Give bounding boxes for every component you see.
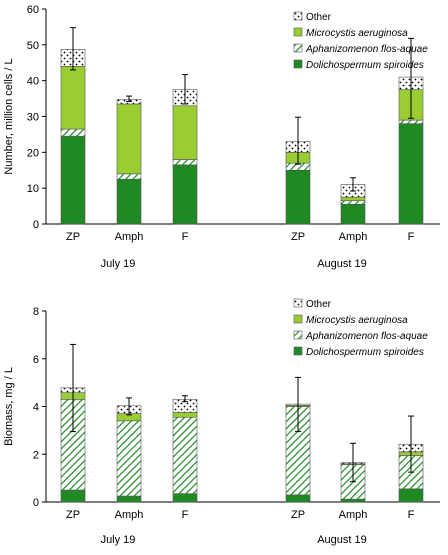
category-label: ZP [291, 231, 305, 243]
bar-segment-aphanizomenon-flos-aquae [172, 416, 198, 494]
chart-panel-2: 0 2 4 6 8 Biomass, mg / L ZP Amph F ZP Amph F July 1… [3, 298, 440, 546]
bar-segment-aphanizomenon-flos-aquae [116, 420, 142, 497]
bar-segment-dolichospermum-spiroides [116, 178, 142, 225]
bar-segment-aphanizomenon-flos-aquae [172, 159, 198, 166]
y-tick-label: 2 [33, 449, 39, 461]
y-tick-label: 4 [33, 402, 39, 414]
y-tick-label: 60 [27, 4, 39, 16]
legend-label: Dolichospermum spiroides [306, 347, 424, 358]
legend-label: Aphanizomenon flos-aquae [305, 331, 428, 342]
category-label: F [182, 231, 189, 243]
legend-label: Dolichospermum spiroides [306, 60, 424, 71]
bar-segment-microcystis-aeruginosa [172, 105, 198, 160]
bar-segment-dolichospermum-spiroides [60, 489, 86, 503]
bar-segment-dolichospermum-spiroides [285, 169, 311, 225]
bar-segment-dolichospermum-spiroides [285, 494, 311, 503]
group-label: August 19 [317, 258, 367, 270]
bar-segment-dolichospermum-spiroides [340, 498, 366, 503]
legend-swatch [293, 11, 303, 21]
y-tick-label: 10 [27, 183, 39, 195]
bar-segment-microcystis-aeruginosa [60, 66, 86, 130]
legend-swatch [293, 314, 303, 324]
category-label: Amph [115, 509, 144, 521]
y-tick-label: 0 [33, 219, 39, 231]
category-label: ZP [66, 231, 80, 243]
legend-swatch [293, 330, 303, 340]
legend-label: Microcystis aeruginosa [306, 28, 408, 39]
y-tick-label: 40 [27, 76, 39, 88]
bar-segment-dolichospermum-spiroides [398, 123, 424, 225]
y-axis-title: Number, million cells / L [3, 58, 15, 174]
y-axis-title: Biomass, mg / L [3, 367, 15, 446]
group-label: July 19 [101, 534, 136, 546]
bar-segment-microcystis-aeruginosa [116, 103, 142, 175]
category-label: Amph [339, 509, 368, 521]
category-label: F [408, 231, 415, 243]
legend-label: Other [306, 12, 332, 23]
bar-segment-aphanizomenon-flos-aquae [340, 200, 366, 205]
legend-swatch [293, 27, 303, 37]
bar-segment-dolichospermum-spiroides [172, 164, 198, 225]
legend-label: Aphanizomenon flos-aquae [305, 44, 428, 55]
bar-segment-aphanizomenon-flos-aquae [398, 119, 424, 124]
group-label: August 19 [317, 534, 367, 546]
bar-segment-microcystis-aeruginosa [172, 412, 198, 418]
category-label: F [182, 509, 189, 521]
category-label: Amph [115, 231, 144, 243]
category-label: ZP [291, 509, 305, 521]
legend-swatch [293, 59, 303, 69]
bar-segment-dolichospermum-spiroides [60, 135, 86, 225]
bar-segment-microcystis-aeruginosa [340, 196, 366, 202]
y-tick-label: 30 [27, 112, 39, 124]
legend-label: Other [306, 299, 332, 310]
chart-panel-1: 0 10 20 30 40 50 60 Number, million cells / L ZP… [3, 4, 440, 270]
y-tick-label: 50 [27, 40, 39, 52]
category-label: ZP [66, 509, 80, 521]
bar-segment-dolichospermum-spiroides [172, 493, 198, 503]
legend-swatch [293, 43, 303, 53]
bar-segment-dolichospermum-spiroides [398, 488, 424, 503]
y-tick-label: 6 [33, 354, 39, 366]
y-tick-label: 8 [33, 306, 39, 318]
category-label: F [408, 509, 415, 521]
bar-segment-aphanizomenon-flos-aquae [116, 173, 142, 180]
legend-label: Microcystis aeruginosa [306, 315, 408, 326]
legend-swatch [293, 298, 303, 308]
group-label: July 19 [101, 258, 136, 270]
y-tick-label: 20 [27, 147, 39, 159]
legend-swatch [293, 346, 303, 356]
bar-segment-dolichospermum-spiroides [116, 495, 142, 503]
bar-segment-dolichospermum-spiroides [340, 203, 366, 225]
category-label: Amph [339, 231, 368, 243]
y-tick-label: 0 [33, 497, 39, 509]
bar-segment-aphanizomenon-flos-aquae [60, 128, 86, 137]
